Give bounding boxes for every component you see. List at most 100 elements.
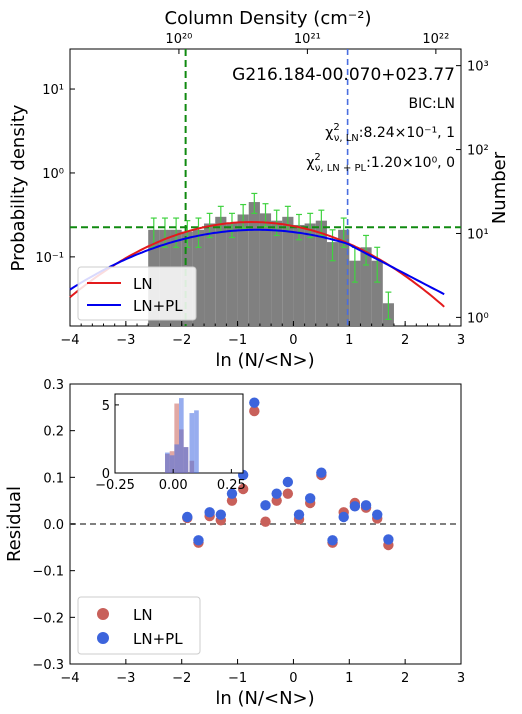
x-tick-label: −3 bbox=[116, 671, 135, 686]
x-tick-label: −2 bbox=[172, 333, 191, 348]
bic-annotation: BIC:LN bbox=[409, 96, 456, 112]
x-tick-label: −2 bbox=[172, 671, 191, 686]
inset-ticks: −0.25 0.00 0.25 0 5 bbox=[95, 399, 246, 493]
inset-bar-ln bbox=[174, 403, 179, 473]
x-tick-label: −1 bbox=[228, 671, 247, 686]
histogram-bar bbox=[326, 242, 339, 326]
residual-point-lnplpl bbox=[327, 535, 338, 546]
y-tick-label: 10¹ bbox=[42, 83, 64, 98]
top-tick-label: 10²² bbox=[422, 32, 449, 47]
histogram-bar bbox=[304, 223, 316, 326]
inset-bars bbox=[165, 398, 199, 473]
residual-point-lnplpl bbox=[282, 476, 294, 488]
residual-point-lnplpl bbox=[383, 534, 394, 545]
inset-bar-lnplpl bbox=[179, 398, 184, 473]
histogram-bar bbox=[338, 229, 350, 326]
residual-point-lnplpl bbox=[260, 500, 271, 511]
x-tick-label: 3 bbox=[457, 671, 465, 686]
x-tick-label: −3 bbox=[116, 333, 135, 348]
residual-point-ln bbox=[249, 405, 260, 417]
residual-point-ln bbox=[282, 488, 294, 499]
legend-lnpl-marker bbox=[97, 632, 109, 644]
residual-point-lnplpl bbox=[249, 397, 260, 408]
histogram-bar bbox=[259, 213, 272, 326]
residual-point-ln bbox=[260, 516, 271, 527]
x-tick-label: −1 bbox=[228, 333, 247, 348]
residual-point-lnplpl bbox=[293, 509, 305, 520]
right-y-axis-label: Number bbox=[489, 151, 510, 224]
y-tick-label: 0.1 bbox=[43, 471, 64, 486]
top-tick-label: 10²¹ bbox=[294, 32, 321, 47]
histogram-bar bbox=[226, 223, 238, 326]
y-tick-label: −0.2 bbox=[32, 611, 64, 626]
residual-point-lnplpl bbox=[226, 488, 238, 499]
residual-points bbox=[182, 397, 394, 551]
residual-point-lnplpl bbox=[304, 493, 316, 504]
threshold-lines bbox=[70, 49, 461, 326]
inset-bar-lnplpl bbox=[183, 447, 189, 473]
top-x-axis-label: ln (N/<N>) bbox=[215, 350, 314, 371]
inset-y-tick-label: 5 bbox=[102, 399, 110, 414]
y-tick-label: −0.3 bbox=[32, 658, 64, 673]
histogram-bar bbox=[349, 260, 361, 326]
x-tick-label: −4 bbox=[60, 333, 79, 348]
histogram-bar bbox=[371, 260, 383, 326]
residual-point-lnplpl bbox=[204, 507, 215, 518]
residual-point-lnplpl bbox=[338, 511, 349, 523]
top-axis-title: Column Density (cm⁻²) bbox=[165, 8, 372, 29]
residual-point-lnplpl bbox=[316, 467, 327, 478]
legend-lnpl-label: LN+PL bbox=[133, 297, 183, 315]
fit-curves bbox=[69, 220, 445, 308]
top-axis-ticks: −4 −3 −2 −1 0 1 2 3 10⁻¹ 10⁰ 10¹ 10⁰ 10¹ 10² 10³ 10²⁰ 10… bbox=[35, 32, 488, 348]
residual-point-ln bbox=[237, 483, 249, 495]
residual-point-lnplpl bbox=[349, 501, 361, 512]
histogram-bar bbox=[315, 220, 327, 326]
histogram-bar bbox=[237, 214, 249, 326]
residual-point-lnplpl bbox=[271, 488, 282, 499]
histogram-bar bbox=[248, 202, 260, 326]
x-tick-label: 3 bbox=[457, 333, 465, 348]
inset-y-tick-label: 0 bbox=[102, 467, 110, 482]
histogram-bar bbox=[293, 224, 305, 326]
legend-ln-label: LN bbox=[133, 275, 153, 293]
x-tick-label: 1 bbox=[345, 671, 353, 686]
histogram-bar bbox=[271, 220, 283, 326]
x-tick-label: 0 bbox=[289, 333, 297, 348]
y-tick-label: 0.2 bbox=[43, 425, 64, 440]
source-title: G216.184-00.070+023.77 bbox=[232, 65, 455, 85]
bottom-y-axis-label: Residual bbox=[4, 486, 25, 562]
histogram-bar bbox=[360, 247, 372, 326]
right-y-tick-label: 10⁰ bbox=[467, 311, 489, 326]
chi2-ln-annotation: χ2 ν, LN:8.24×10⁻¹, 1 bbox=[325, 122, 455, 144]
top-tick-label: 10²⁰ bbox=[165, 32, 192, 47]
inset-bar-lnplpl bbox=[169, 455, 175, 473]
x-tick-label: −4 bbox=[60, 671, 79, 686]
top-panel: −4 −3 −2 −1 0 1 2 3 10⁻¹ 10⁰ 10¹ 10⁰ 10¹ 10² 10³ 10²⁰ 10… bbox=[8, 8, 510, 371]
inset-histogram: −0.25 0.00 0.25 0 5 bbox=[95, 393, 246, 493]
right-y-tick-label: 10¹ bbox=[467, 227, 489, 242]
top-legend-box bbox=[77, 266, 197, 321]
y-tick-label: 0.0 bbox=[43, 518, 64, 533]
inset-x-tick-label: −0.25 bbox=[95, 478, 135, 493]
y-tick-label: 10⁰ bbox=[42, 167, 64, 182]
y-tick-label: 10⁻¹ bbox=[35, 251, 64, 266]
bottom-legend-lnpl-label: LN+PL bbox=[133, 630, 183, 648]
inset-bar-lnplpl bbox=[165, 452, 170, 473]
inset-bar-lnplpl bbox=[174, 444, 179, 473]
residual-point-lnplpl bbox=[182, 511, 193, 523]
histogram-bar bbox=[282, 216, 294, 326]
x-tick-label: 2 bbox=[401, 333, 409, 348]
bottom-legend: LN LN+PL bbox=[77, 596, 201, 655]
bottom-axis-ticks: −4 −3 −2 −1 0 1 2 3 −0.3 −0.2 −0.1 0.0 0.1 0.2 0.3 bbox=[32, 378, 465, 686]
inset-bar-lnplpl bbox=[194, 410, 199, 473]
x-tick-label: 2 bbox=[401, 671, 409, 686]
x-tick-label: 0 bbox=[289, 671, 297, 686]
bottom-panel: −4 −3 −2 −1 0 1 2 3 −0.3 −0.2 −0.1 0.0 0.1 0.2 0.3 ln … bbox=[4, 378, 465, 709]
bottom-x-axis-label: ln (N/<N>) bbox=[215, 688, 314, 709]
inset-x-tick-label: 0.00 bbox=[159, 478, 188, 493]
residual-point-lnplpl bbox=[360, 500, 372, 511]
histogram-bar bbox=[192, 229, 205, 326]
y-tick-label: 0.3 bbox=[43, 378, 64, 393]
right-y-tick-label: 10³ bbox=[467, 60, 489, 75]
